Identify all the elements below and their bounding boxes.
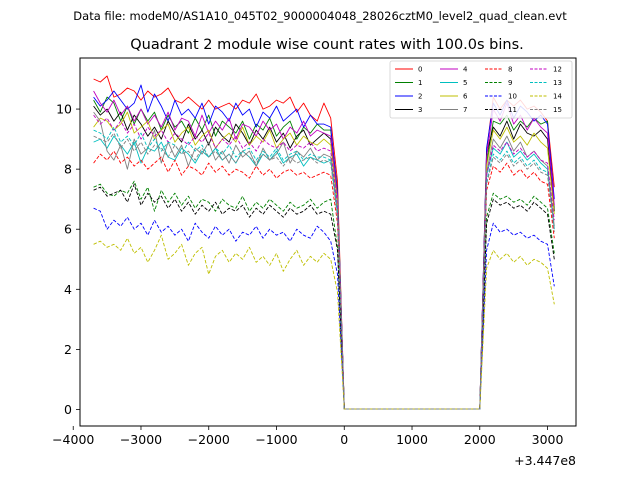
legend-label-15: 15 — [553, 106, 562, 114]
axes-frame — [79, 57, 577, 427]
legend-label-7: 7 — [463, 106, 467, 114]
legend-label-8: 8 — [508, 66, 512, 74]
y-axis: 0 2 4 6 8 10 — [56, 102, 80, 417]
x-tick-label: −4000 — [52, 432, 94, 447]
x-tick-label: 2000 — [464, 432, 496, 447]
legend-label-3: 3 — [418, 106, 422, 114]
legend-label-9: 9 — [508, 79, 512, 87]
legend-label-4: 4 — [463, 66, 468, 74]
x-tick-label: −1000 — [255, 432, 297, 447]
x-tick-label: −3000 — [120, 432, 162, 447]
legend-label-2: 2 — [418, 93, 422, 101]
legend-label-13: 13 — [553, 79, 562, 87]
x-tick-label: 3000 — [532, 432, 564, 447]
legend-label-12: 12 — [553, 66, 562, 74]
legend-label-5: 5 — [463, 79, 467, 87]
legend-label-11: 11 — [508, 106, 517, 114]
x-axis: −4000 −3000 −2000 −1000 0 1000 2000 3000 — [52, 426, 563, 447]
x-tick-label: −2000 — [188, 432, 230, 447]
legend-label-6: 6 — [463, 93, 468, 101]
legend-box — [389, 60, 573, 119]
file-suptitle: Data file: modeM0/AS1A10_045T02_90000040… — [73, 9, 567, 23]
series-line-13 — [93, 126, 555, 410]
legend-label-0: 0 — [418, 66, 422, 74]
y-tick-label: 0 — [64, 402, 72, 417]
y-tick-label: 2 — [64, 342, 72, 357]
legend-label-14: 14 — [553, 93, 562, 101]
y-tick-label: 10 — [56, 102, 72, 117]
x-offset-label: +3.447e8 — [514, 453, 576, 468]
y-tick-label: 8 — [64, 162, 72, 177]
chart-title: Quadrant 2 module wise count rates with … — [130, 37, 524, 53]
legend-label-1: 1 — [418, 79, 422, 87]
x-tick-label: 0 — [340, 432, 348, 447]
series-line-10 — [93, 207, 555, 410]
series-line-15 — [93, 132, 555, 410]
legend-label-10: 10 — [508, 93, 517, 101]
y-tick-label: 6 — [64, 222, 72, 237]
plot-area — [93, 75, 555, 410]
series-line-14 — [93, 234, 555, 410]
y-tick-label: 4 — [64, 282, 72, 297]
x-tick-label: 1000 — [396, 432, 428, 447]
